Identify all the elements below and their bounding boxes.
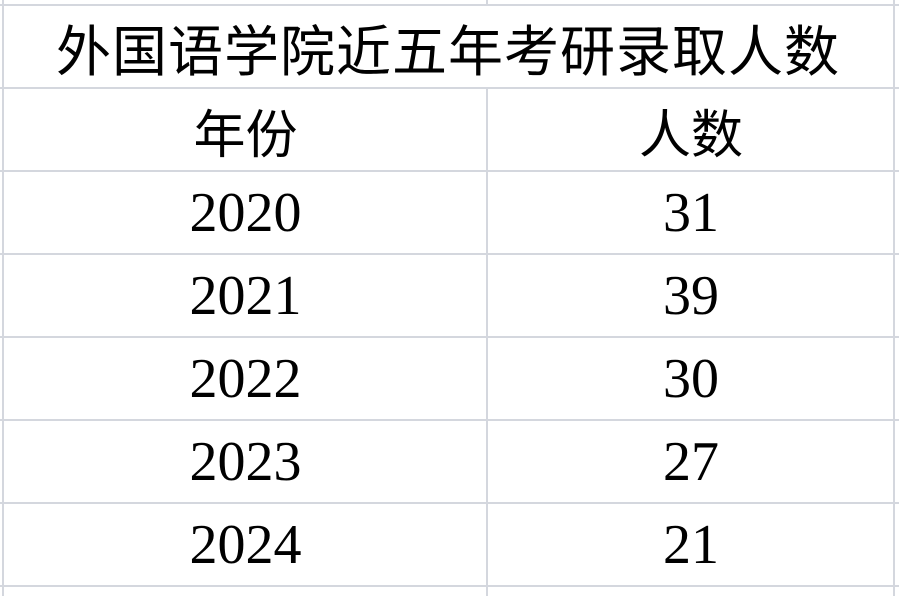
header-count[interactable]: 人数 (638, 105, 743, 166)
column-divider (486, 0, 488, 5)
cell-year[interactable]: 2021 (189, 264, 302, 327)
row-divider (0, 253, 899, 255)
row-divider (0, 585, 899, 587)
cell-year[interactable]: 2023 (189, 430, 302, 493)
row-divider (0, 419, 899, 421)
row-divider (0, 170, 899, 172)
column-divider (486, 88, 488, 596)
cell-count[interactable]: 27 (663, 430, 719, 493)
cell-count[interactable]: 31 (663, 181, 719, 244)
cell-year[interactable]: 2022 (189, 347, 302, 410)
cell-count[interactable]: 21 (663, 513, 719, 576)
column-divider (2, 0, 4, 596)
cell-year[interactable]: 2024 (189, 513, 302, 576)
cell-year[interactable]: 2020 (189, 181, 302, 244)
cell-count[interactable]: 30 (663, 347, 719, 410)
column-divider (893, 0, 895, 596)
row-divider (0, 502, 899, 504)
row-divider (0, 87, 899, 89)
row-divider (0, 336, 899, 338)
table-title[interactable]: 外国语学院近五年考研录取人数 (55, 20, 840, 84)
cell-count[interactable]: 39 (663, 264, 719, 327)
header-year[interactable]: 年份 (193, 105, 298, 166)
row-divider (0, 4, 899, 6)
